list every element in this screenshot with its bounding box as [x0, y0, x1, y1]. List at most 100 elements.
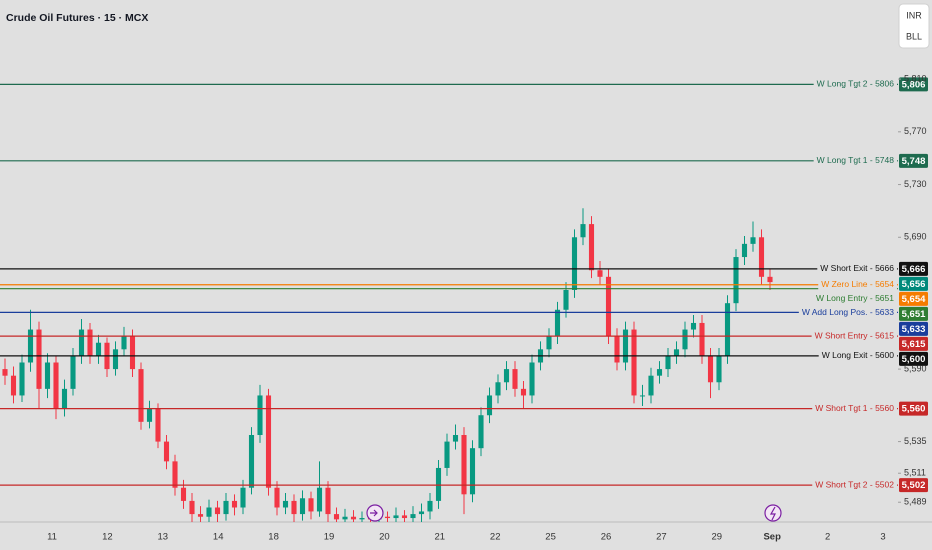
level-label: W Long Tgt 2 - 5806 — [817, 79, 895, 89]
level-label: W Zero Line - 5654 — [821, 279, 894, 289]
y-tick-label: 5,535 — [904, 436, 927, 446]
x-tick-label: 3 — [880, 532, 885, 543]
candle-body — [716, 355, 722, 383]
candle-body — [478, 415, 484, 449]
price-badge-label: 5,633 — [902, 324, 926, 335]
candle-body — [733, 257, 739, 304]
candle-body — [282, 500, 289, 508]
candle-body — [129, 336, 136, 370]
candle-body — [588, 224, 595, 271]
candle-body — [648, 375, 654, 396]
candle-body — [146, 408, 153, 422]
x-tick-label: Sep — [763, 532, 781, 543]
candle-body — [503, 369, 510, 383]
candle-body — [138, 369, 144, 422]
price-badge — [899, 478, 928, 493]
candle-body — [427, 500, 433, 512]
level-label: W Long Tgt 1 - 5748 — [817, 155, 895, 165]
candle-body — [214, 507, 221, 515]
y-tick-label: 5,590 — [904, 363, 927, 373]
candle-body — [580, 224, 586, 238]
level-label-bg — [817, 262, 897, 275]
candle-body — [223, 500, 229, 515]
candle-body — [724, 303, 731, 356]
candle-body — [469, 448, 476, 495]
candle-body — [622, 329, 629, 363]
candle-body — [155, 408, 161, 442]
candle-body — [27, 329, 34, 363]
candle-body — [605, 276, 612, 337]
y-tick-label: 5,489 — [904, 497, 927, 507]
x-tick-label: 25 — [545, 532, 556, 543]
candle-body — [673, 349, 680, 356]
price-badge-label: 5,651 — [902, 309, 926, 320]
candle-body — [384, 516, 391, 519]
currency: INR — [906, 10, 922, 20]
candle-body — [410, 514, 416, 519]
event-icon-glyph — [769, 506, 776, 521]
candle-body — [19, 362, 25, 396]
candle-body — [682, 329, 688, 350]
candle-body — [2, 369, 8, 376]
event-icon[interactable] — [764, 504, 782, 522]
candle-body — [699, 322, 705, 356]
candle-body — [401, 515, 408, 519]
candle-body — [452, 435, 459, 442]
candle-body — [240, 487, 246, 508]
candle-body — [707, 355, 714, 383]
price-badge-label: 5,600 — [902, 354, 926, 365]
level-label-bg — [812, 402, 897, 415]
candle-body — [197, 514, 204, 517]
candle-body — [257, 395, 263, 435]
candle-body — [546, 336, 552, 350]
candle-body — [299, 498, 306, 515]
level-label-bg — [813, 154, 897, 167]
candle-body — [342, 516, 348, 520]
candle-body — [316, 487, 323, 512]
level-label: W Short Exit - 5666 — [820, 263, 894, 273]
y-tick-label: 5,770 — [904, 126, 927, 136]
candle-body — [665, 355, 671, 370]
candle-body — [554, 309, 561, 337]
price-badge — [899, 401, 928, 416]
candle-body — [758, 237, 765, 277]
unit: BLL — [906, 31, 922, 41]
price-badge-label: 5,615 — [902, 339, 926, 350]
chart-title: Crude Oil Futures · 15 · MCX — [6, 12, 148, 24]
price-badge — [899, 276, 928, 291]
candle-body — [461, 435, 467, 495]
candle-body — [172, 461, 178, 488]
y-tick-label: 5,690 — [904, 232, 927, 242]
candle-body — [359, 518, 365, 520]
x-tick-label: 13 — [158, 532, 169, 543]
candle-body — [639, 395, 646, 397]
price-badge-label: 5,560 — [902, 404, 926, 415]
candle-body — [520, 388, 527, 396]
price-badge — [899, 291, 928, 306]
candle-body — [274, 487, 280, 508]
candle-body — [189, 500, 195, 515]
level-label-bg — [818, 349, 897, 362]
candle-body — [495, 382, 501, 396]
candle-body — [529, 362, 535, 396]
level-label: W Short Tgt 1 - 5560 — [815, 403, 894, 413]
candle-body — [393, 515, 399, 519]
candle-body — [333, 514, 340, 520]
price-badge — [899, 321, 928, 336]
candles — [2, 208, 773, 522]
x-tick-label: 2 — [825, 532, 830, 543]
candle-body — [350, 516, 357, 520]
level-label-bg — [798, 306, 897, 319]
candle-body — [10, 375, 17, 396]
price-badge — [899, 77, 928, 92]
level-label: W Short Tgt 2 - 5502 — [815, 479, 894, 489]
candle-body — [206, 507, 212, 517]
candle-body — [571, 237, 578, 290]
unit-box[interactable] — [898, 3, 930, 49]
level-label-bg — [813, 292, 897, 305]
overlay: 5,806 W Long Tgt 2 - 5806 5,748 W Long Tgt … — [0, 77, 928, 493]
price-badge-label: 5,502 — [902, 480, 926, 491]
candle-body — [95, 342, 102, 356]
level-label: W Long Exit - 5600 — [822, 350, 895, 360]
